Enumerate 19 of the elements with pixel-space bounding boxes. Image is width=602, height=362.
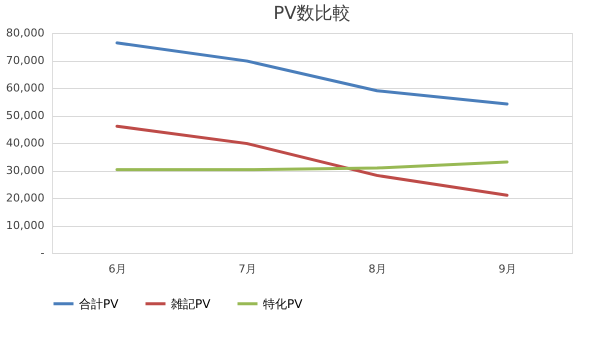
legend-label: 雑記PV <box>171 296 212 311</box>
y-tick-label: 30,000 <box>6 164 44 177</box>
line-series <box>116 41 508 106</box>
y-tick-label: 80,000 <box>6 26 44 40</box>
line-series <box>116 124 508 197</box>
y-tick-label: 60,000 <box>6 82 44 94</box>
y-tick-label: 70,000 <box>6 54 44 67</box>
y-tick-label: 20,000 <box>6 192 44 204</box>
legend-label: 合計PV <box>79 296 120 311</box>
x-tick-label: 8月 <box>368 262 386 276</box>
x-tick-label: 6月 <box>108 262 126 276</box>
y-tick-label: - <box>40 246 45 260</box>
x-tick-label: 9月 <box>498 262 516 276</box>
y-tick-label: 50,000 <box>6 109 44 122</box>
y-tick-label: 40,000 <box>6 136 44 150</box>
x-tick-label: 7月 <box>238 262 256 276</box>
chart-title: PV数比較 <box>273 3 351 24</box>
legend-label: 特化PV <box>263 296 304 311</box>
y-tick-label: 10,000 <box>6 219 44 232</box>
